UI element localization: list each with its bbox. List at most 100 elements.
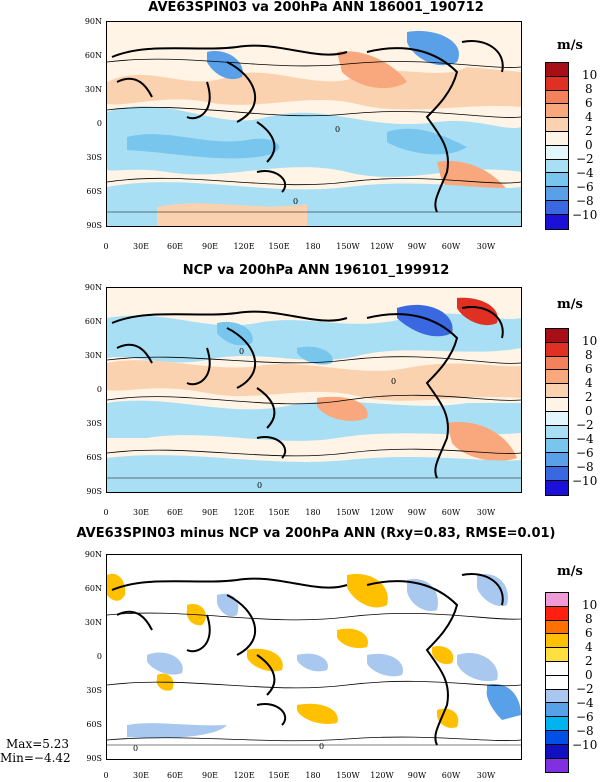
lon-label: 90W [407,508,427,517]
colorbar-swatch [546,214,568,229]
colorbar-swatch [546,173,568,188]
lat-label: 0 [96,385,102,394]
lat-label: 30N [84,351,102,360]
colorbar-swatch [546,744,568,759]
lat-label: 90S [86,221,102,230]
colorbar-swatch [546,717,568,731]
lon-label: 30W [476,242,496,251]
colorbar-swatch [546,703,568,718]
lat-label: 90N [84,17,102,26]
lat-label: 60S [86,187,102,196]
pos-core [107,573,126,601]
lon-label: 90E [201,242,219,251]
colorbar-swatch [546,63,568,77]
colorbar-label: −6 [576,180,594,194]
contour-label: 0 [319,742,324,751]
contours [107,58,521,186]
colorbar [545,592,569,774]
max-value: Max=5.23 [6,737,69,751]
map-plot: 0 0 0 [106,287,522,493]
contours [107,612,521,742]
colorbar-swatch [546,730,568,745]
neg-core [367,653,403,677]
field-map: 0 0 [107,555,521,759]
pos-region [157,203,307,226]
colorbar-label: 6 [585,626,593,640]
colorbar-swatch [546,425,568,440]
colorbar-label: 2 [585,124,593,138]
colorbar-label: 10 [582,68,598,82]
colorbar-swatch [546,620,568,635]
pos-core [457,297,498,326]
lat-label: 60N [84,317,102,326]
lon-label: 90W [407,771,427,780]
colorbar-label: 4 [585,376,593,390]
lon-label: 30E [132,242,150,251]
colorbar-label: −10 [572,474,598,488]
colorbar-swatch [546,675,568,690]
colorbar-label: 2 [585,390,593,404]
colorbar-unit: m/s [557,38,583,53]
lon-label: 90E [201,771,219,780]
colorbar-swatch [546,342,568,357]
field-map: 0 0 0 [107,288,521,492]
neg-core [477,574,508,607]
colorbar-swatch [546,397,568,412]
colorbar-swatch [546,466,568,481]
colorbar-label: 8 [585,612,593,626]
map-plot: 0 0 [106,554,522,760]
colorbar-swatch [546,356,568,371]
lon-label: 60W [441,508,461,517]
lat-label: 60S [86,453,102,462]
lat-label: 0 [96,652,102,661]
contours [107,356,521,457]
lon-label: 0 [103,242,109,251]
colorbar [545,62,569,230]
map-plot: 0 0 [106,21,522,227]
colorbar-swatch [546,606,568,621]
colorbar-label: 10 [582,598,598,612]
lon-label: 30W [476,508,496,517]
colorbar-label: −8 [576,724,594,738]
lon-label: 60E [166,242,184,251]
colorbar-swatch [546,159,568,174]
colorbar-label: −10 [572,208,598,222]
colorbar-swatch [546,439,568,454]
lat-label: 60N [84,51,102,60]
panel-title: AVE63SPIN03 va 200hPa ANN 186001_190712 [148,0,484,15]
lon-label: 150E [268,508,290,517]
lat-label: 90S [86,487,102,496]
colorbar-label: −2 [576,152,594,166]
lon-label: 30W [476,771,496,780]
contour-label: 0 [335,125,340,134]
pos-core [432,646,454,665]
colorbar-swatch [546,411,568,426]
contour-label: 0 [293,197,298,206]
colorbar-label: −8 [576,194,594,208]
colorbar-label: −6 [576,710,594,724]
lat-label: 90N [84,550,102,559]
pos-core [317,396,368,421]
colorbar-swatch [546,689,568,704]
neg-core [297,346,333,365]
coastline [111,306,504,479]
colorbar-label: 4 [585,110,593,124]
colorbar-label: 8 [585,348,593,362]
colorbar-label: −2 [576,682,594,696]
colorbar-label: −6 [576,446,594,460]
neg-core [486,684,521,720]
pos-core [337,628,368,649]
lat-label: 90N [84,283,102,292]
lon-label: 60W [441,242,461,251]
panel-title: AVE63SPIN03 minus NCP va 200hPa ANN (Rxy… [76,526,556,541]
neg-region [107,400,521,441]
contour-label: 0 [133,744,138,753]
lon-label: 120E [233,242,255,251]
colorbar-label: 6 [585,96,593,110]
pos-region [107,360,521,401]
colorbar-swatch [546,145,568,160]
neg-core [397,304,453,337]
colorbar-unit: m/s [557,564,583,579]
lat-label: 30S [86,686,102,695]
contour-label: 0 [257,481,262,490]
